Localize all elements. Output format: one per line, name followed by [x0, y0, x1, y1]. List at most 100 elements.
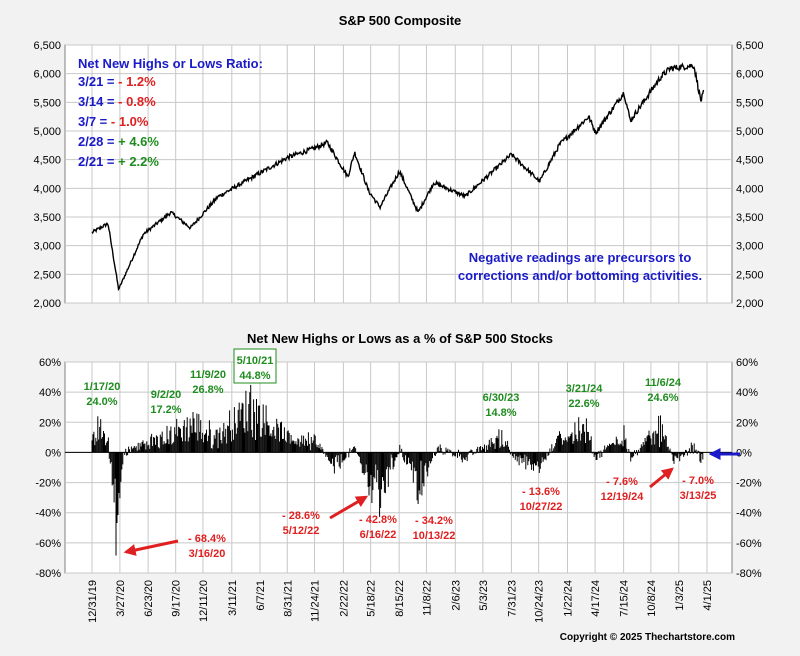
ratio-item: 2/28 = + 4.6%	[78, 134, 159, 149]
annotation-negative-date: 12/19/24	[601, 491, 645, 503]
annotation-negative-value: - 68.4%	[188, 533, 226, 545]
top-y-tick-right: 3,000	[736, 241, 764, 253]
x-tick-label: 3/11/21	[227, 580, 239, 616]
sp500-series-line	[91, 62, 705, 292]
annotation-positive-value: 14.8%	[485, 407, 516, 419]
copyright-text: Copyright © 2025 Thechartstore.com	[560, 632, 735, 643]
top-y-tick-left: 4,000	[33, 183, 61, 195]
x-tick-label: 2/22/22	[338, 580, 350, 617]
top-y-tick-left: 5,500	[33, 97, 61, 109]
annotation-positive-date: 11/9/20	[190, 369, 226, 381]
top-y-tick-left: 6,500	[33, 40, 61, 52]
x-axis-ticks: 12/31/19 3/27/20 6/23/20 9/17/20 12/11/20 3/1…	[87, 580, 714, 623]
annotation-negative-value: - 7.0%	[682, 475, 714, 487]
annotation-positive-value: 26.8%	[192, 384, 223, 396]
top-y-tick-left: 3,500	[33, 212, 61, 224]
annotation-negative-date: 10/13/22	[413, 530, 456, 542]
ratio-box: Net New Highs or Lows Ratio: 3/21 = - 1.…	[78, 56, 263, 169]
x-tick-label: 7/15/24	[619, 580, 631, 617]
ratio-box-title: Net New Highs or Lows Ratio:	[78, 56, 263, 71]
note-text: Negative readings are precursors to corr…	[458, 250, 702, 283]
top-y-axis-right: 2,000 2,500 3,000 3,500 4,000 4,500 5,000 5,500…	[736, 40, 764, 310]
bars-group	[91, 384, 704, 556]
top-y-tick-right: 4,000	[736, 183, 764, 195]
annotation-negative-value: - 28.6%	[282, 510, 320, 522]
x-tick-label: 10/8/24	[646, 580, 658, 617]
top-y-tick-right: 2,500	[736, 269, 764, 281]
annotation-positive-value: 24.6%	[647, 392, 678, 404]
bottom-y-tick-left: -20%	[35, 478, 61, 490]
bottom-y-tick-left: -80%	[35, 568, 61, 580]
ratio-item: 3/14 = - 0.8%	[78, 94, 156, 109]
top-y-tick-left: 2,000	[33, 298, 61, 310]
x-tick-label: 11/8/22	[421, 580, 433, 616]
ratio-item: 2/21 = + 2.2%	[78, 154, 159, 169]
bottom-y-tick-right: -20%	[736, 478, 762, 490]
top-y-tick-right: 6,500	[736, 40, 764, 52]
annotation-box	[233, 348, 277, 384]
ratio-item: 3/7 = - 1.0%	[78, 114, 149, 129]
bottom-y-tick-right: 20%	[736, 417, 758, 429]
x-tick-label: 7/31/23	[506, 580, 518, 617]
x-tick-label: 10/24/23	[534, 580, 546, 623]
x-tick-label: 12/31/19	[87, 580, 99, 623]
annotation-positive-value: 17.2%	[150, 404, 181, 416]
annotation-positive-value: 44.8%	[239, 370, 270, 382]
bottom-y-tick-left: -60%	[35, 538, 61, 550]
bottom-chart-title: Net New Highs or Lows as a % of S&P 500 …	[247, 331, 553, 346]
bottom-y-tick-right: 40%	[736, 387, 758, 399]
top-y-tick-left: 3,000	[33, 241, 61, 253]
bottom-y-tick-right: -40%	[736, 508, 762, 520]
annotation-negative-date: 10/27/22	[520, 501, 563, 513]
x-tick-label: 2/6/23	[450, 580, 462, 611]
bottom-y-tick-left: 40%	[39, 387, 61, 399]
annotation-positive-date: 11/6/24	[645, 377, 682, 389]
bottom-y-tick-left: 60%	[39, 357, 61, 369]
bottom-y-tick-right: 60%	[736, 357, 758, 369]
annotation-positive-value: 24.0%	[86, 396, 117, 408]
x-tick-label: 1/22/24	[563, 580, 575, 617]
x-tick-label: 3/27/20	[115, 580, 127, 617]
x-tick-label: 8/31/21	[282, 580, 294, 617]
annotation-negative-value: - 34.2%	[415, 515, 453, 527]
x-tick-label: 9/17/20	[171, 580, 183, 617]
x-tick-label: 6/7/21	[255, 580, 267, 611]
top-y-tick-right: 2,000	[736, 298, 764, 310]
annotation-negative-value: - 42.8%	[359, 514, 397, 526]
ratio-item: 3/21 = - 1.2%	[78, 74, 156, 89]
x-tick-label: 4/1/25	[702, 580, 714, 611]
bottom-y-tick-left: -40%	[35, 508, 61, 520]
top-y-tick-left: 4,500	[33, 155, 61, 167]
top-y-tick-right: 6,000	[736, 69, 764, 81]
top-y-tick-right: 4,500	[736, 155, 764, 167]
x-tick-label: 11/24/21	[310, 580, 322, 622]
x-tick-label: 8/15/22	[394, 580, 406, 617]
annotations: 1/17/20 24.0% 9/2/20 17.2% 11/9/20 26.8% 5/10/…	[84, 348, 716, 560]
annotation-positive-date: 1/17/20	[84, 381, 121, 393]
annotation-positive-value: 22.6%	[568, 398, 599, 410]
bottom-y-axis-left: -80% -60% -40% -20% 0% 20% 40% 60%	[35, 357, 61, 580]
annotation-negative-value: - 7.6%	[606, 476, 638, 488]
bottom-y-tick-left: 0%	[45, 447, 61, 459]
annotation-negative-value: - 13.6%	[522, 486, 560, 498]
annotation-positive-date: 9/2/20	[151, 389, 182, 401]
x-tick-label: 1/3/25	[674, 580, 686, 611]
bottom-y-tick-left: 20%	[39, 417, 61, 429]
annotation-negative-date: 6/16/22	[360, 529, 397, 541]
x-tick-label: 6/23/20	[143, 580, 155, 617]
annotation-positive-date: 5/10/21	[237, 355, 274, 367]
arrow-red-2020	[123, 539, 179, 556]
annotation-positive-date: 6/30/23	[483, 392, 520, 404]
note-line-2: corrections and/or bottoming activities.	[458, 268, 702, 283]
arrow-red-2024	[649, 467, 674, 489]
annotation-positive-date: 3/21/24	[566, 383, 604, 395]
top-y-tick-right: 3,500	[736, 212, 764, 224]
annotation-negative-date: 5/12/22	[283, 525, 320, 537]
top-chart-title: S&P 500 Composite	[339, 13, 462, 28]
top-y-axis-left: 2,000 2,500 3,000 3,500 4,000 4,500 5,000 5,500…	[33, 40, 61, 310]
top-y-tick-right: 5,500	[736, 97, 764, 109]
arrow-red-2022	[329, 495, 369, 520]
bottom-y-tick-right: -60%	[736, 538, 762, 550]
x-tick-label: 4/17/24	[590, 580, 602, 617]
